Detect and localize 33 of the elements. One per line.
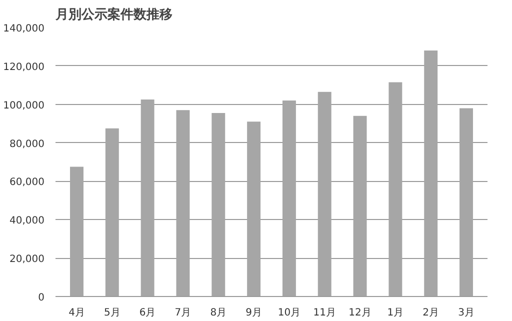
x-tick-label: 5月 — [104, 308, 120, 318]
bar — [424, 50, 438, 296]
chart-title: 月別公示案件数推移 — [54, 6, 172, 22]
bar — [212, 113, 226, 296]
bar — [70, 166, 84, 296]
bar — [282, 100, 296, 296]
y-tick-label: 120,000 — [3, 62, 45, 73]
x-tick-label: 1月 — [387, 308, 404, 318]
bar — [460, 108, 473, 296]
y-tick-label: 20,000 — [10, 254, 45, 266]
x-tick-label: 10月 — [278, 308, 301, 318]
y-tick-label: 140,000 — [3, 24, 45, 34]
bar — [388, 82, 402, 296]
x-tick-label: 8月 — [210, 308, 227, 318]
y-tick-label: 0 — [38, 292, 45, 304]
bar — [140, 100, 154, 296]
x-tick-label: 4月 — [68, 308, 85, 318]
y-tick-label: 80,000 — [10, 138, 45, 150]
x-tick-label: 2月 — [422, 308, 440, 318]
bar — [105, 128, 119, 296]
bar — [353, 116, 367, 296]
x-tick-label: 7月 — [174, 308, 192, 318]
x-tick-label: 9月 — [246, 308, 262, 318]
y-tick-label: 60,000 — [10, 177, 45, 188]
x-tick-label: 3月 — [458, 308, 474, 318]
bar — [247, 122, 261, 296]
x-tick-label: 11月 — [313, 308, 336, 318]
x-tick-label: 12月 — [348, 308, 372, 318]
y-tick-label: 40,000 — [10, 216, 45, 227]
x-tick-label: 6月 — [139, 308, 156, 318]
bar — [318, 92, 332, 296]
bar — [176, 110, 190, 296]
y-tick-label: 100,000 — [3, 100, 45, 112]
